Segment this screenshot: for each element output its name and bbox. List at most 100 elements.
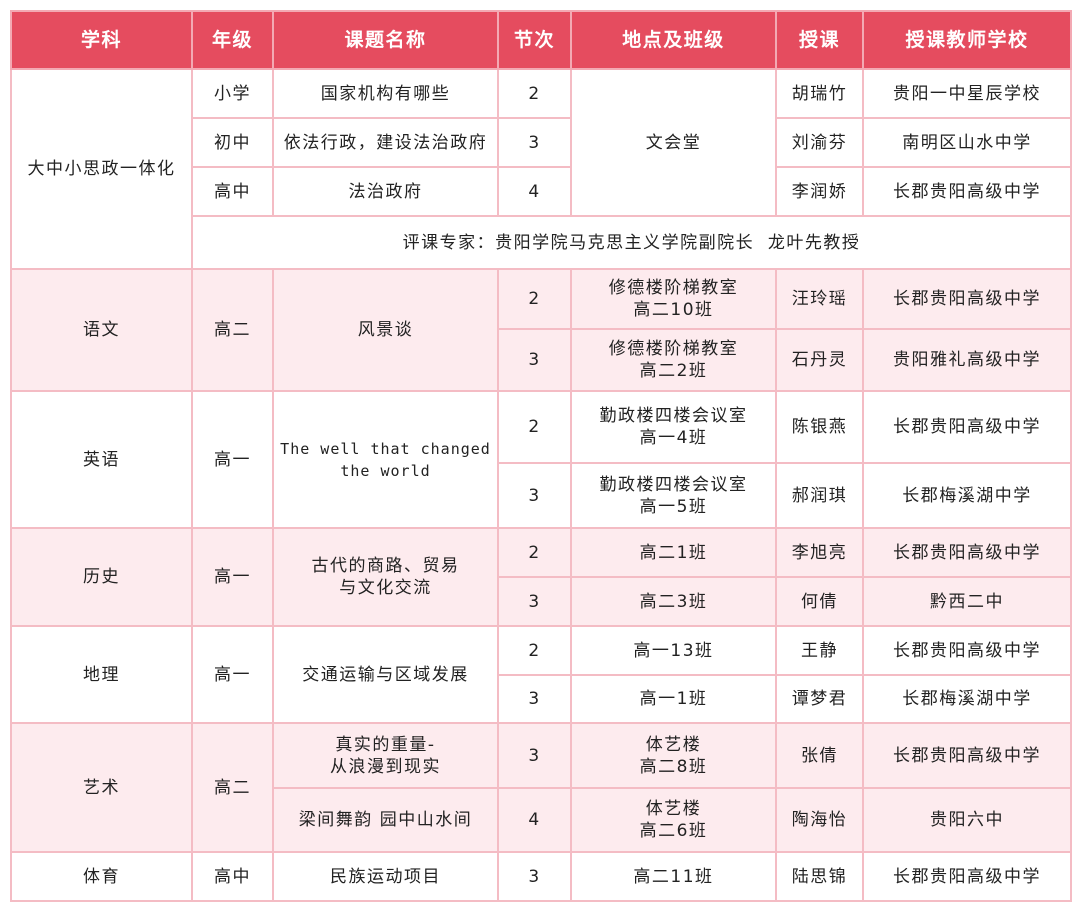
table-row: 大中小思政一体化 小学 国家机构有哪些 2 文会堂 胡瑞竹 贵阳一中星辰学校: [10, 68, 1072, 270]
topic-cell: 交通运输与区域发展: [272, 625, 499, 724]
grade-cell: 高二: [191, 268, 274, 392]
header-topic: 课题名称: [272, 10, 499, 70]
table-row: 地理 高一 交通运输与区域发展 2 高一13班 王静 长郡贵阳高级中学: [10, 625, 1072, 724]
period-cell: 2: [497, 625, 572, 676]
subject-cell: 体育: [10, 851, 193, 902]
topic-cell: 法治政府: [272, 166, 499, 217]
teacher-cell: 张倩: [775, 722, 864, 789]
period-cell: 2: [497, 527, 572, 578]
grade-cell: 高中: [191, 851, 274, 902]
grade-cell: 高中: [191, 166, 274, 217]
subject-cell: 地理: [10, 625, 193, 724]
period-cell: 3: [497, 328, 572, 392]
header-place: 地点及班级: [570, 10, 777, 70]
table-row: 3 修德楼阶梯教室 高二2班 石丹灵 贵阳雅礼高级中学: [11, 328, 1072, 392]
table-row: 语文 高二 风景谈 2 修德楼阶梯教室 高二10班 汪玲瑶 长郡贵阳高级中学: [10, 268, 1072, 392]
table-row: 高中 法治政府 4 李润娇 长郡贵阳高级中学: [11, 166, 1072, 217]
school-cell: 黔西二中: [862, 576, 1072, 627]
teacher-cell: 陶海怡: [775, 787, 864, 853]
school-cell: 贵阳六中: [862, 787, 1072, 853]
school-cell: 长郡贵阳高级中学: [862, 851, 1072, 902]
grade-cell: 高一: [191, 625, 274, 724]
grade-cell: 高一: [191, 390, 274, 529]
grade-cell: 小学: [191, 68, 274, 119]
school-cell: 长郡梅溪湖中学: [862, 462, 1072, 529]
school-cell: 贵阳一中星辰学校: [862, 68, 1072, 119]
teacher-cell: 郝润琪: [775, 462, 864, 529]
header-subject: 学科: [10, 10, 193, 70]
school-cell: 长郡贵阳高级中学: [862, 268, 1072, 330]
header-row: 学科 年级 课题名称 节次 地点及班级 授课 授课教师学校: [10, 10, 1072, 70]
teacher-cell: 何倩: [775, 576, 864, 627]
period-cell: 2: [497, 268, 572, 330]
grade-cell: 初中: [191, 117, 274, 168]
grade-cell: 高二: [191, 722, 274, 853]
header-teacher: 授课: [775, 10, 864, 70]
period-cell: 4: [497, 787, 572, 853]
expert-cell: 评课专家：贵阳学院马克思主义学院副院长 龙叶先教授: [191, 215, 1072, 270]
teacher-cell: 陆思锦: [775, 851, 864, 902]
place-cell: 体艺楼 高二6班: [570, 787, 777, 853]
place-cell: 勤政楼四楼会议室 高一5班: [570, 462, 777, 529]
topic-cell: 民族运动项目: [272, 851, 499, 902]
teacher-cell: 王静: [775, 625, 864, 676]
school-cell: 长郡贵阳高级中学: [862, 166, 1072, 217]
period-cell: 3: [497, 674, 572, 724]
subject-cell: 历史: [10, 527, 193, 627]
topic-cell: 梁间舞韵 园中山水间: [272, 787, 499, 853]
period-cell: 3: [497, 576, 572, 627]
teacher-cell: 李旭亮: [775, 527, 864, 578]
school-cell: 长郡梅溪湖中学: [862, 674, 1072, 724]
subject-cell: 语文: [10, 268, 193, 392]
subject-cell: 英语: [10, 390, 193, 529]
school-cell: 长郡贵阳高级中学: [862, 625, 1072, 676]
place-cell: 高一13班: [570, 625, 777, 676]
teacher-cell: 陈银燕: [775, 390, 864, 464]
topic-cell: 依法行政，建设法治政府: [272, 117, 499, 168]
place-cell: 体艺楼 高二8班: [570, 722, 777, 789]
teacher-cell: 石丹灵: [775, 328, 864, 392]
school-cell: 长郡贵阳高级中学: [862, 722, 1072, 789]
table-row: 体育 高中 民族运动项目 3 高二11班 陆思锦 长郡贵阳高级中学: [10, 851, 1072, 902]
period-cell: 4: [497, 166, 572, 217]
school-cell: 南明区山水中学: [862, 117, 1072, 168]
school-cell: 贵阳雅礼高级中学: [862, 328, 1072, 392]
table-row: 初中 依法行政，建设法治政府 3 刘渝芬 南明区山水中学: [11, 117, 1072, 168]
topic-cell: 国家机构有哪些: [272, 68, 499, 119]
period-cell: 3: [497, 117, 572, 168]
grade-cell: 高一: [191, 527, 274, 627]
table-row: 3 高二3班 何倩 黔西二中: [11, 576, 1072, 627]
topic-cell: 古代的商路、贸易 与文化交流: [272, 527, 499, 627]
table-row: 英语 高一 The well that changed the world 2 …: [10, 390, 1072, 529]
subject-cell: 艺术: [10, 722, 193, 853]
topic-cell: The well that changed the world: [272, 390, 499, 529]
schedule-table: 学科 年级 课题名称 节次 地点及班级 授课 授课教师学校 大中小思政一体化 小…: [10, 10, 1072, 902]
teacher-cell: 刘渝芬: [775, 117, 864, 168]
school-cell: 长郡贵阳高级中学: [862, 390, 1072, 464]
school-cell: 长郡贵阳高级中学: [862, 527, 1072, 578]
subject-cell: 大中小思政一体化: [10, 68, 193, 270]
topic-cell: 风景谈: [272, 268, 499, 392]
period-cell: 2: [497, 68, 572, 119]
table-row: 艺术 高二 真实的重量- 从浪漫到现实 3 体艺楼 高二8班 张倩 长郡贵阳高级…: [10, 722, 1072, 853]
place-cell: 高二3班: [570, 576, 777, 627]
header-period: 节次: [497, 10, 572, 70]
place-cell: 勤政楼四楼会议室 高一4班: [570, 390, 777, 464]
header-school: 授课教师学校: [862, 10, 1072, 70]
topic-cell: 真实的重量- 从浪漫到现实: [272, 722, 499, 789]
table-row: 历史 高一 古代的商路、贸易 与文化交流 2 高二1班 李旭亮 长郡贵阳高级中学: [10, 527, 1072, 627]
place-cell: 文会堂: [570, 68, 777, 217]
period-cell: 2: [497, 390, 572, 464]
place-cell: 修德楼阶梯教室 高二2班: [570, 328, 777, 392]
teacher-cell: 胡瑞竹: [775, 68, 864, 119]
place-cell: 修德楼阶梯教室 高二10班: [570, 268, 777, 330]
place-cell: 高一1班: [570, 674, 777, 724]
place-cell: 高二1班: [570, 527, 777, 578]
table-row: 评课专家：贵阳学院马克思主义学院副院长 龙叶先教授: [11, 215, 1072, 270]
place-cell: 高二11班: [570, 851, 777, 902]
table-row: 3 高一1班 谭梦君 长郡梅溪湖中学: [11, 674, 1072, 724]
table-row: 梁间舞韵 园中山水间 4 体艺楼 高二6班 陶海怡 贵阳六中: [11, 787, 1072, 853]
table-row: 3 勤政楼四楼会议室 高一5班 郝润琪 长郡梅溪湖中学: [11, 462, 1072, 529]
period-cell: 3: [497, 462, 572, 529]
teacher-cell: 谭梦君: [775, 674, 864, 724]
